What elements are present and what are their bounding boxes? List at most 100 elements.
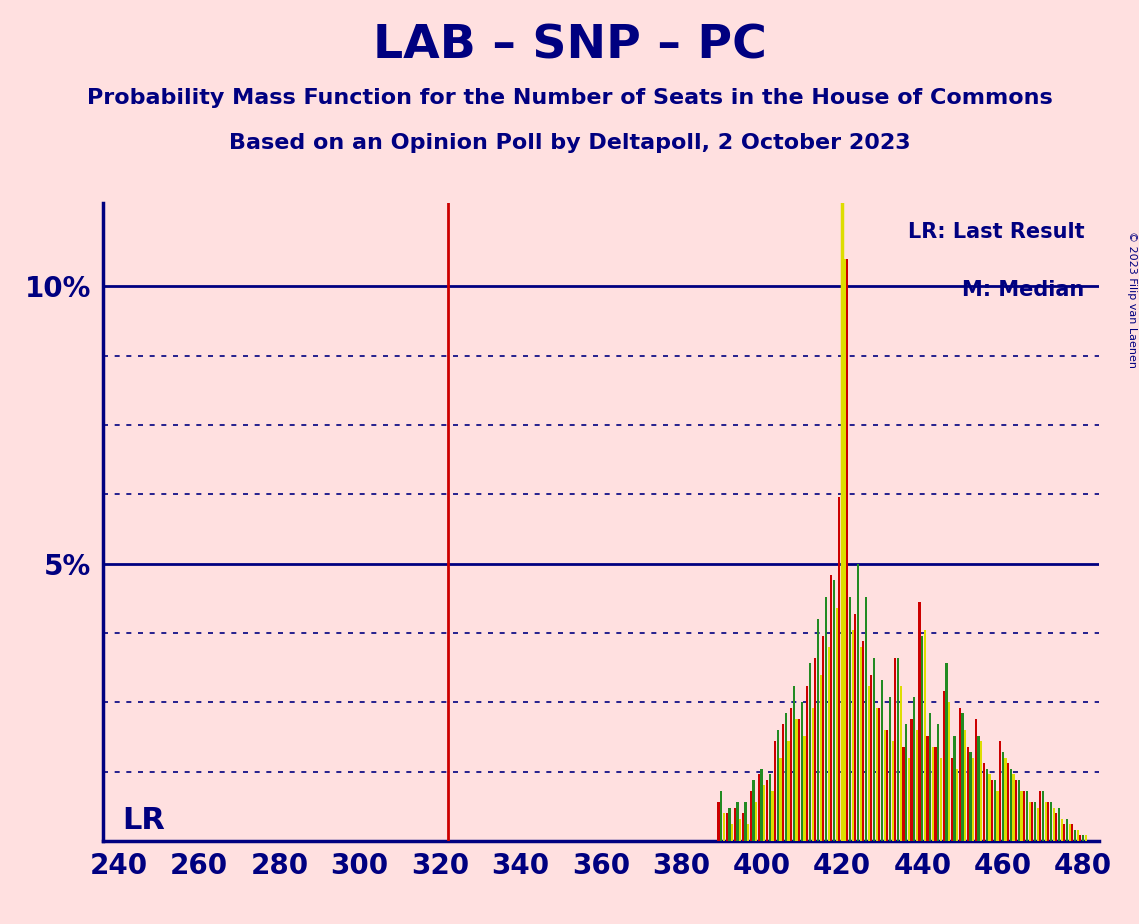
Bar — [900, 686, 902, 841]
Bar — [942, 691, 944, 841]
Bar — [1013, 774, 1015, 841]
Text: LR: Last Result: LR: Last Result — [908, 223, 1084, 242]
Bar — [1044, 802, 1047, 841]
Bar — [862, 641, 865, 841]
Bar — [846, 259, 849, 841]
Bar — [975, 719, 977, 841]
Bar — [781, 724, 784, 841]
Bar — [890, 697, 892, 841]
Bar — [747, 824, 749, 841]
Bar — [731, 824, 734, 841]
Bar — [981, 741, 983, 841]
Bar — [1029, 802, 1031, 841]
Bar — [1055, 813, 1057, 841]
Bar — [997, 791, 999, 841]
Bar — [913, 697, 916, 841]
Bar — [983, 763, 985, 841]
Bar — [973, 758, 975, 841]
Bar — [1034, 802, 1036, 841]
Bar — [833, 580, 835, 841]
Bar — [806, 686, 808, 841]
Bar — [1005, 758, 1007, 841]
Bar — [1039, 791, 1041, 841]
Bar — [886, 730, 888, 841]
Bar — [959, 708, 961, 841]
Bar — [953, 736, 956, 841]
Bar — [1084, 835, 1087, 841]
Bar — [926, 736, 928, 841]
Bar — [884, 730, 886, 841]
Text: Probability Mass Function for the Number of Seats in the House of Commons: Probability Mass Function for the Number… — [87, 88, 1052, 108]
Bar — [951, 758, 952, 841]
Bar — [921, 636, 924, 841]
Bar — [1076, 830, 1079, 841]
Bar — [1001, 752, 1003, 841]
Bar — [769, 774, 771, 841]
Bar — [910, 719, 912, 841]
Bar — [838, 497, 841, 841]
Bar — [726, 813, 728, 841]
Bar — [1063, 824, 1065, 841]
Bar — [741, 813, 744, 841]
Bar — [809, 663, 811, 841]
Bar — [763, 785, 765, 841]
Bar — [811, 708, 813, 841]
Bar — [932, 747, 934, 841]
Bar — [1052, 808, 1055, 841]
Bar — [779, 758, 781, 841]
Bar — [1023, 791, 1025, 841]
Bar — [892, 741, 894, 841]
Bar — [753, 780, 755, 841]
Bar — [924, 630, 926, 841]
Bar — [989, 774, 991, 841]
Bar — [787, 741, 789, 841]
Bar — [1042, 791, 1044, 841]
Bar — [1026, 791, 1027, 841]
Bar — [777, 730, 779, 841]
Bar — [1082, 835, 1084, 841]
Bar — [765, 780, 768, 841]
Bar — [969, 752, 972, 841]
Bar — [940, 758, 942, 841]
Bar — [1036, 808, 1039, 841]
Bar — [1007, 763, 1009, 841]
Bar — [902, 747, 904, 841]
Bar — [894, 658, 896, 841]
Bar — [898, 658, 900, 841]
Bar — [991, 780, 993, 841]
Bar — [830, 575, 833, 841]
Bar — [854, 614, 857, 841]
Bar — [723, 813, 726, 841]
Bar — [785, 713, 787, 841]
Bar — [916, 730, 918, 841]
Bar — [797, 719, 800, 841]
Text: Based on an Opinion Poll by Deltapoll, 2 October 2023: Based on an Opinion Poll by Deltapoll, 2… — [229, 133, 910, 153]
Bar — [1017, 780, 1019, 841]
Bar — [878, 708, 880, 841]
Bar — [965, 730, 966, 841]
Bar — [1015, 780, 1017, 841]
Bar — [1047, 802, 1049, 841]
Bar — [1050, 802, 1052, 841]
Bar — [906, 724, 908, 841]
Bar — [739, 819, 741, 841]
Bar — [1071, 824, 1073, 841]
Bar — [803, 736, 805, 841]
Bar — [817, 619, 819, 841]
Bar — [1060, 819, 1063, 841]
Bar — [993, 780, 995, 841]
Bar — [749, 791, 752, 841]
Bar — [745, 802, 746, 841]
Bar — [755, 802, 757, 841]
Text: © 2023 Filip van Laenen: © 2023 Filip van Laenen — [1126, 231, 1137, 368]
Bar — [1031, 802, 1033, 841]
Bar — [728, 808, 730, 841]
Bar — [929, 713, 932, 841]
Bar — [961, 713, 964, 841]
Bar — [977, 736, 980, 841]
Bar — [985, 769, 988, 841]
Bar — [857, 564, 859, 841]
Bar — [771, 791, 773, 841]
Bar — [908, 758, 910, 841]
Bar — [948, 702, 950, 841]
